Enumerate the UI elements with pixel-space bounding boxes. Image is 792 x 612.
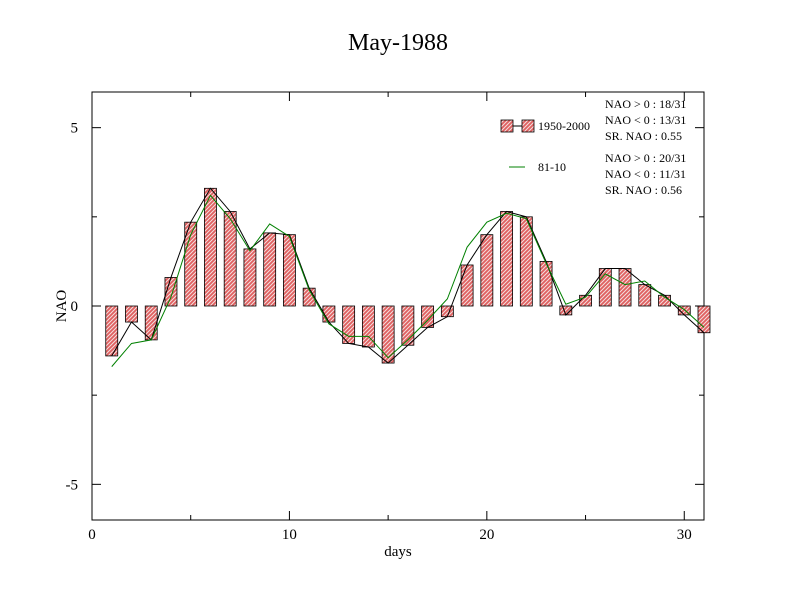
bar bbox=[243, 248, 257, 307]
stat-text-81-10: NAO > 0 : 20/31 bbox=[605, 151, 686, 165]
x-tick-label: 10 bbox=[282, 527, 297, 543]
bar bbox=[440, 305, 454, 318]
legend-label-1950-2000: 1950-2000 bbox=[538, 119, 590, 133]
bar bbox=[105, 305, 119, 357]
bars-layer bbox=[105, 187, 711, 364]
bar bbox=[125, 305, 138, 323]
bar bbox=[263, 232, 277, 307]
bar bbox=[460, 264, 474, 307]
bar bbox=[539, 261, 553, 307]
x-axis-label: days bbox=[384, 544, 412, 560]
bar bbox=[500, 211, 513, 307]
legend-label-81-10: 81-10 bbox=[538, 160, 566, 174]
legend-swatch-1950-2000-end bbox=[521, 119, 535, 133]
series-line-1950-2000 bbox=[111, 187, 705, 364]
x-tick-label: 30 bbox=[677, 527, 692, 543]
legend-layer: 1950-2000 81-10 NAO > 0 : 18/31 NAO < 0 : 1… bbox=[500, 97, 686, 197]
series-line-81-10 bbox=[111, 194, 705, 367]
stat-text-1950-2000: SR. NAO : 0.55 bbox=[605, 129, 682, 143]
bar bbox=[342, 305, 356, 344]
legend-swatch-1950-2000 bbox=[500, 119, 514, 133]
stat-text-81-10: SR. NAO : 0.56 bbox=[605, 183, 682, 197]
x-tick-label: 0 bbox=[88, 527, 96, 543]
chart-title: May-1988 bbox=[348, 30, 448, 56]
ticks-layer: 0 10 20 30 -5 0 5 bbox=[66, 92, 704, 543]
bar bbox=[618, 268, 632, 307]
bar bbox=[204, 187, 217, 307]
y-tick-label: 5 bbox=[71, 121, 79, 137]
y-axis-label: NAO bbox=[54, 290, 70, 323]
bar bbox=[519, 216, 533, 307]
y-tick-label: 0 bbox=[71, 299, 79, 315]
bar bbox=[144, 305, 158, 341]
stat-text-1950-2000: NAO > 0 : 18/31 bbox=[605, 97, 686, 111]
bar bbox=[638, 284, 652, 307]
lines-layer bbox=[111, 187, 705, 367]
stat-text-81-10: NAO < 0 : 11/31 bbox=[605, 167, 686, 181]
bar bbox=[480, 234, 494, 307]
x-tick-label: 20 bbox=[479, 527, 494, 543]
y-tick-label: -5 bbox=[66, 477, 79, 493]
stat-text-1950-2000: NAO < 0 : 13/31 bbox=[605, 113, 686, 127]
